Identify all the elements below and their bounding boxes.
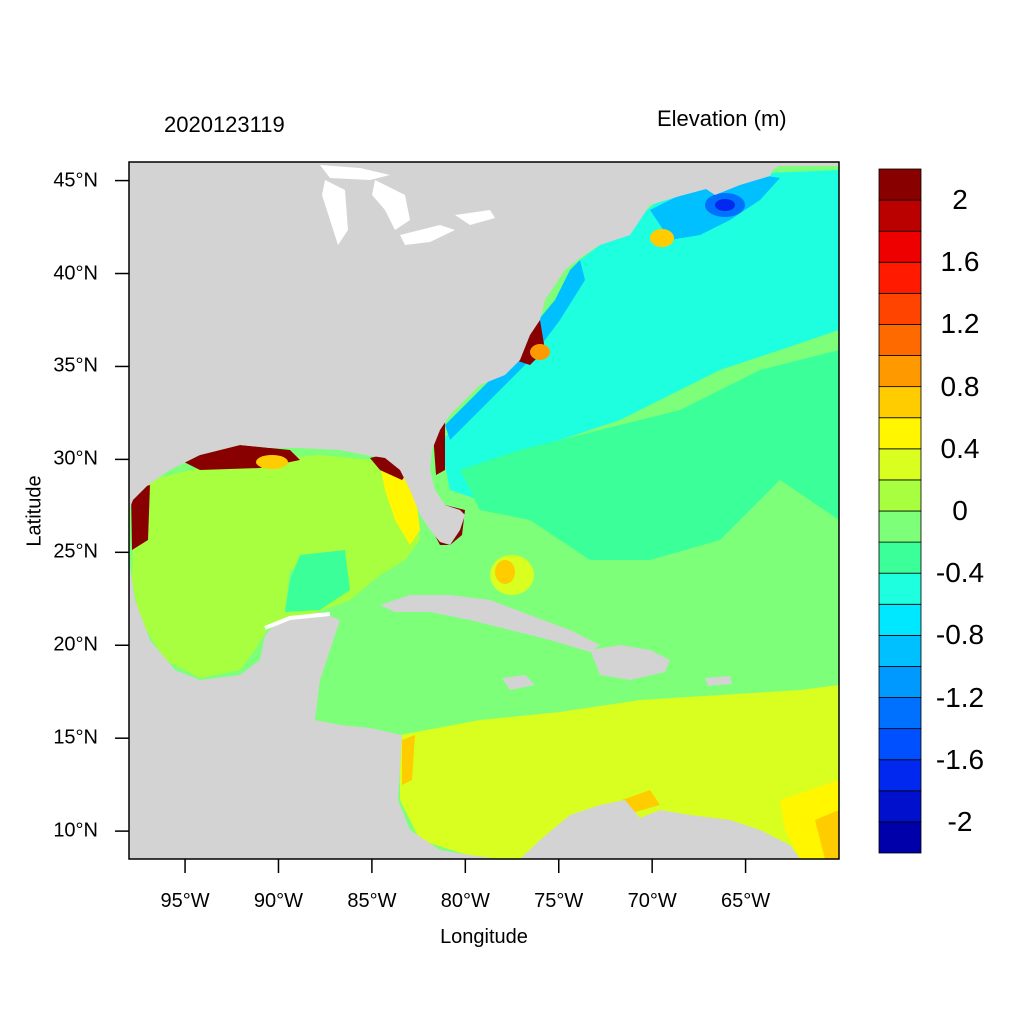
colorbar-swatch	[878, 634, 922, 667]
coast-yucatan	[264, 612, 331, 630]
colorbar-swatch	[878, 479, 922, 512]
ocean-region-gulf	[132, 455, 420, 678]
colorbar-swatch	[878, 417, 922, 450]
ocean-high-mississippi	[256, 455, 288, 469]
lon-tick-label: 70°W	[627, 890, 677, 912]
lake-ontario	[455, 210, 495, 225]
colorbar-label: 1.2	[940, 308, 980, 340]
colorbar-label: 0.4	[940, 432, 980, 464]
colorbar-swatch	[878, 666, 922, 698]
colorbar-label: 2	[952, 184, 968, 216]
colorbar-swatch	[878, 448, 922, 481]
axis-ticks	[115, 179, 747, 873]
colorbar-label: -1.2	[935, 681, 985, 713]
lon-tick-label: 95°W	[160, 890, 210, 912]
lat-tick-label: 20°N	[53, 633, 98, 656]
ocean-high-cape-cod	[650, 229, 674, 247]
colorbar-label: -0.8	[935, 619, 985, 651]
colorbar-swatch	[878, 324, 922, 356]
colorbar-swatch	[878, 230, 922, 263]
lon-tick-label: 85°W	[347, 890, 397, 912]
colorbar-swatch	[878, 355, 922, 388]
land-nova-scotia	[700, 166, 775, 195]
lat-tick-label: 30°N	[53, 447, 98, 470]
ocean-region-gulf-shelf	[285, 550, 350, 612]
lat-tick-label: 25°N	[53, 540, 98, 563]
colorbar-label: 0.8	[940, 370, 980, 402]
colorbar-swatch	[878, 603, 922, 636]
lon-tick-label: 65°W	[721, 890, 771, 912]
ocean-region-north-atlantic	[440, 170, 839, 500]
colorbar-swatch	[878, 261, 922, 294]
land-puerto-rico	[705, 676, 732, 686]
ocean-low-core	[715, 199, 735, 211]
colorbar-label: 0	[952, 495, 968, 526]
land-north-america	[129, 162, 839, 545]
colorbar-swatch	[878, 759, 922, 792]
land-south-america	[520, 800, 800, 859]
lat-tick-label: 40°N	[53, 262, 98, 285]
colorbar-swatch	[878, 510, 922, 543]
x-axis-label: Longitude	[440, 926, 528, 948]
colorbar-swatch	[878, 199, 922, 232]
lat-tick-label: 15°N	[53, 726, 98, 749]
colorbar-swatch	[878, 790, 922, 823]
colorbar-swatch	[878, 168, 922, 201]
ocean-high-pamlico	[530, 344, 550, 360]
land-jamaica	[502, 675, 535, 690]
lon-tick-label: 80°W	[440, 890, 490, 912]
ocean-high-bahamas-core	[495, 560, 515, 584]
ocean-region-caribbean-south	[400, 685, 839, 859]
surge-texas	[131, 485, 150, 550]
lake-michigan	[322, 180, 348, 245]
lake-superior	[320, 165, 390, 180]
y-axis-label: Latitude	[23, 475, 46, 547]
plot-frame	[128, 161, 840, 860]
colorbar-swatch	[878, 572, 922, 605]
colorbar-swatch	[878, 292, 922, 325]
colorbar-swatch	[878, 728, 922, 761]
lake-erie	[400, 225, 455, 245]
colorbar-swatch	[878, 697, 922, 730]
timestamp-label: 2020123119	[164, 112, 285, 137]
lat-tick-label: 45°N	[53, 169, 98, 192]
ocean-high-venezuela-coast	[815, 810, 839, 859]
colorbar-swatch	[878, 541, 922, 574]
colorbar-swatch	[878, 386, 922, 419]
ocean-high-nicaragua-coast	[402, 735, 415, 785]
colorbar-label: 1.6	[940, 246, 980, 278]
lon-tick-label: 90°W	[253, 890, 304, 912]
land-hispaniola	[590, 645, 670, 680]
colorbar	[878, 168, 922, 854]
lat-tick-label: 10°N	[53, 819, 98, 842]
ocean-region-midatlantic	[460, 350, 839, 560]
land-mexico	[129, 560, 500, 859]
colorbar-label: -2	[947, 805, 973, 837]
land-cuba	[380, 595, 600, 652]
lat-tick-label: 35°N	[53, 354, 98, 377]
colorbar-label: -1.6	[935, 743, 985, 775]
lake-huron	[372, 180, 410, 230]
colorbar-swatch	[878, 821, 922, 854]
lon-tick-label: 75°W	[534, 890, 584, 912]
variable-label: Elevation (m)	[657, 106, 787, 131]
colorbar-label: -0.4	[935, 557, 985, 589]
ocean-high-colombia-coast	[622, 790, 660, 812]
